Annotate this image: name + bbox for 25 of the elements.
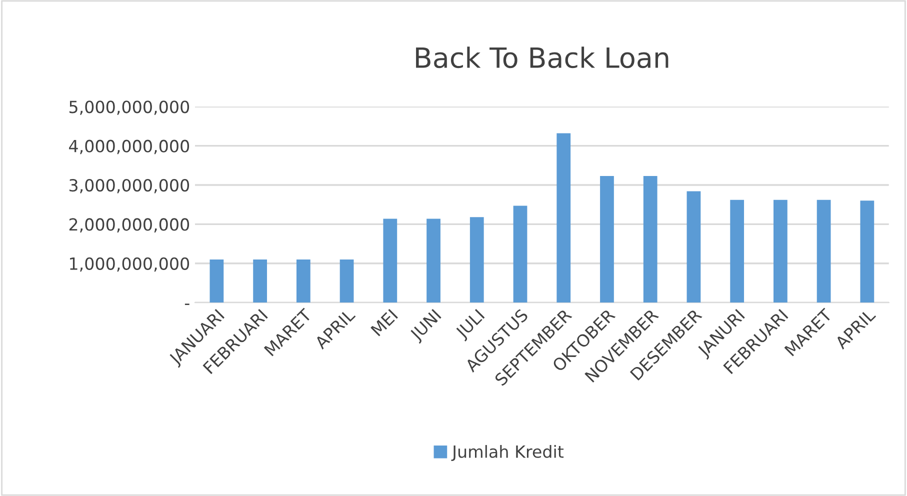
y-tick-label: 2,000,000,000 (69, 218, 190, 232)
x-tick-label: MEI (370, 308, 398, 336)
bar (340, 259, 354, 303)
bar (253, 259, 267, 303)
bar (600, 176, 614, 303)
bar (686, 191, 701, 303)
bar (470, 217, 484, 303)
bar (296, 259, 310, 303)
bar (730, 200, 744, 303)
y-tick-label: - (184, 304, 190, 305)
y-tick-label: 1,000,000,000 (70, 257, 190, 272)
bar (860, 200, 874, 303)
bar (210, 259, 224, 303)
bar (643, 176, 658, 303)
bar (513, 206, 528, 303)
y-tick-label: 4,000,000,000 (69, 140, 190, 154)
legend-label: Jumlah Kredit (451, 445, 564, 462)
bar (774, 200, 788, 303)
y-tick-label: 5,000,000,000 (70, 100, 190, 115)
y-tick-label: 3,000,000,000 (69, 178, 190, 194)
bar (556, 133, 571, 303)
bar (426, 218, 440, 303)
bar (816, 200, 831, 303)
bar (383, 218, 398, 303)
chart-title: Back To Back Loan (416, 46, 668, 68)
